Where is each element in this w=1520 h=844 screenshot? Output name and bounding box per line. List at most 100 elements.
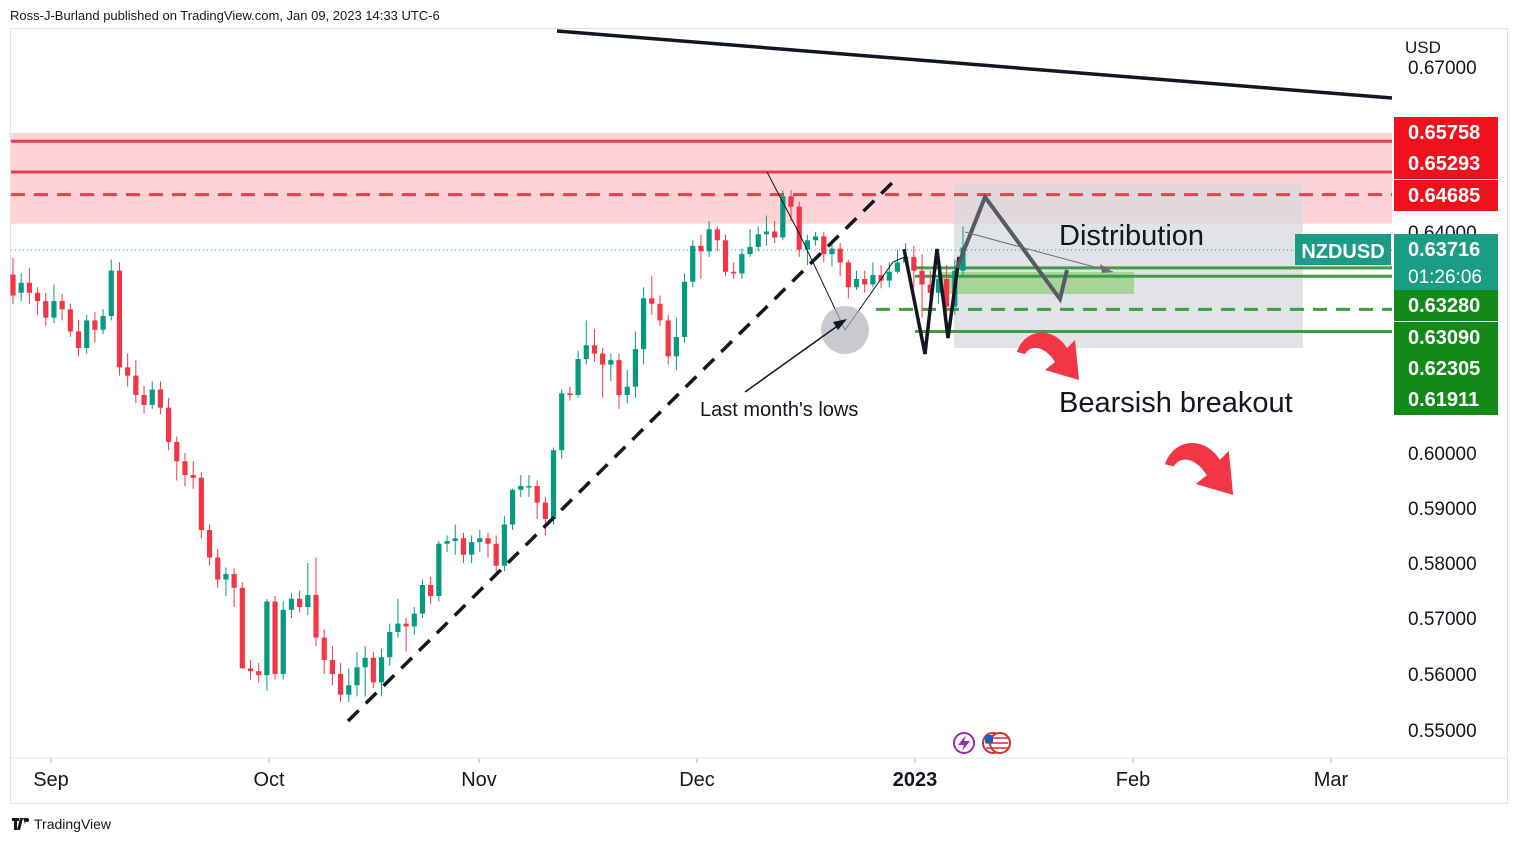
y-tick-label: 0.67000 — [1408, 58, 1477, 79]
price-label: 0.65758 — [1408, 122, 1480, 144]
candle-body — [346, 685, 352, 695]
candle — [485, 532, 491, 558]
candle — [624, 370, 630, 404]
candle-body — [894, 262, 901, 272]
candle-body — [845, 262, 851, 288]
projection-arrow-line — [964, 231, 1114, 273]
candle — [182, 453, 188, 486]
candle — [247, 660, 254, 680]
candle — [870, 262, 876, 288]
candle — [616, 353, 622, 409]
candle-body — [297, 598, 303, 607]
candle-body — [469, 542, 475, 555]
candle — [51, 284, 57, 324]
candle — [337, 662, 344, 702]
candle — [878, 265, 884, 289]
candle — [231, 568, 237, 607]
candle — [84, 314, 90, 354]
candle — [452, 524, 458, 555]
candle-body — [862, 278, 868, 285]
price-label: 0.63280 — [1408, 295, 1480, 317]
candle-body — [673, 336, 679, 357]
candle-body — [174, 441, 180, 462]
candle-body — [67, 309, 73, 332]
candle-body — [690, 245, 696, 282]
candle-body — [477, 538, 483, 543]
candle-body — [116, 270, 123, 368]
candle-body — [329, 660, 335, 674]
candle — [166, 397, 172, 451]
candle-body — [10, 274, 16, 296]
tradingview-footer[interactable]: TradingView — [12, 816, 111, 832]
candle — [747, 229, 753, 257]
candle — [518, 475, 524, 497]
candle — [370, 651, 376, 688]
candle — [591, 328, 598, 362]
price-label: 0.63090 — [1408, 327, 1480, 349]
candle-body — [632, 349, 639, 387]
uptrend-line — [346, 178, 897, 723]
lows-arrow-line — [744, 321, 844, 393]
candle-body — [387, 632, 393, 658]
candle — [387, 623, 393, 666]
currency-label: USD — [1405, 38, 1441, 57]
candle — [608, 353, 614, 382]
price-label-bg — [1394, 234, 1498, 292]
candle — [788, 190, 794, 221]
candle — [223, 567, 229, 596]
candle — [26, 267, 32, 304]
candle — [780, 190, 786, 241]
distribution-label: Distribution — [1059, 220, 1204, 252]
candle — [911, 245, 917, 288]
candle — [67, 303, 73, 337]
candle-body — [927, 284, 933, 293]
candle — [641, 287, 647, 365]
candle — [10, 257, 16, 304]
candle — [18, 273, 24, 302]
candle — [141, 385, 147, 414]
candle-body — [125, 367, 131, 376]
candle — [133, 360, 139, 404]
candle — [100, 309, 106, 335]
candle — [509, 488, 516, 530]
candle-body — [509, 489, 516, 525]
price-label: 0.62305 — [1408, 358, 1480, 380]
candle — [714, 226, 720, 252]
candle-body — [657, 303, 663, 321]
candle-body — [698, 245, 704, 252]
candle — [534, 480, 540, 519]
candle-body — [215, 557, 221, 580]
candle — [305, 563, 311, 616]
candle — [477, 530, 483, 552]
candle-body — [272, 601, 278, 674]
candle-body — [419, 585, 426, 614]
price-label-bg — [1394, 322, 1498, 353]
candle-body — [231, 574, 237, 588]
candle — [198, 472, 204, 539]
price-label-bg — [1394, 290, 1498, 321]
price-label-bg — [1394, 353, 1498, 384]
candle-body — [935, 278, 942, 293]
lows-label: Last month's lows — [700, 399, 858, 421]
candle-body — [166, 407, 172, 442]
candle — [526, 475, 532, 497]
candle — [215, 549, 221, 588]
candle-body — [43, 301, 49, 318]
candle-body — [337, 674, 344, 695]
candle — [444, 535, 450, 552]
candle-body — [321, 637, 327, 660]
candle-body — [796, 206, 802, 250]
candle-body — [18, 282, 24, 293]
candle-body — [641, 298, 647, 350]
candle-body — [157, 389, 164, 408]
y-tick-label: 0.56000 — [1408, 665, 1477, 686]
y-tick-label: 0.57000 — [1408, 609, 1477, 630]
candle — [403, 618, 409, 652]
bearish-arrow-large — [1165, 442, 1234, 495]
candle-body — [739, 254, 745, 274]
candle-body — [731, 271, 737, 274]
bearish-arrow-small — [1017, 332, 1079, 380]
bearish-arrow-small-shape — [1017, 332, 1079, 380]
candle-body — [403, 623, 409, 627]
